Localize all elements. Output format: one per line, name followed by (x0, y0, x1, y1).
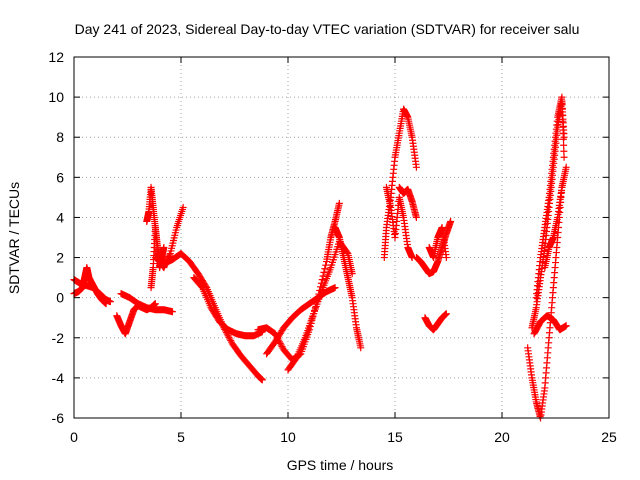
data-point (558, 105, 566, 113)
y-tick-label: -4 (52, 370, 65, 386)
x-tick-label: 20 (494, 429, 510, 445)
data-point (322, 261, 330, 269)
data-point (160, 244, 168, 252)
data-point (558, 93, 566, 101)
data-point (559, 123, 567, 131)
data-point (331, 284, 339, 292)
x-tick-label: 25 (601, 429, 617, 445)
data-point (562, 322, 570, 330)
x-axis-label: GPS time / hours (287, 457, 394, 473)
y-tick-label: 4 (56, 209, 64, 225)
data-point (168, 308, 176, 316)
data-point (226, 335, 234, 343)
y-tick-label: 10 (48, 89, 64, 105)
x-tick-label: 10 (280, 429, 296, 445)
series-arc-15 (395, 183, 420, 221)
data-series (70, 93, 570, 422)
data-point (321, 265, 329, 273)
series-arc-4 (117, 290, 176, 316)
data-point (198, 283, 206, 291)
x-tick-label: 0 (70, 429, 78, 445)
series-arc-18 (425, 223, 450, 262)
data-point (447, 217, 455, 225)
chart-title: Day 241 of 2023, Sidereal Day-to-day VTE… (75, 21, 580, 37)
series-arc-7 (151, 250, 266, 384)
y-tick-label: -2 (52, 330, 65, 346)
data-point (225, 333, 233, 341)
data-point (335, 199, 343, 207)
y-tick-label: 8 (56, 129, 64, 145)
y-tick-label: 12 (48, 49, 64, 65)
series-arc-17 (421, 310, 450, 334)
data-point (412, 213, 420, 221)
series-arc-2 (70, 276, 114, 306)
data-point (227, 337, 235, 345)
x-axis-ticks: 0 5 10 15 20 25 (70, 57, 617, 445)
data-point (559, 135, 567, 143)
series-arc-16 (412, 217, 455, 278)
y-tick-label: -6 (52, 410, 65, 426)
plot-frame (73, 56, 610, 419)
data-point (179, 203, 187, 211)
data-point (106, 298, 114, 306)
data-point (560, 147, 568, 155)
y-axis-label: SDTVAR / TECUs (6, 182, 22, 294)
data-point (559, 117, 567, 125)
data-point (412, 163, 420, 171)
series-arc-13 (380, 105, 420, 262)
series-arc-10 (263, 284, 339, 358)
y-tick-label: 6 (56, 169, 64, 185)
x-tick-label: 5 (177, 429, 185, 445)
series-arc-11 (284, 238, 356, 374)
series-arc-12 (331, 223, 365, 352)
data-point (357, 344, 365, 352)
data-point (560, 153, 568, 161)
series-arc-9 (254, 199, 343, 364)
data-point (442, 254, 450, 262)
series-arc-23 (541, 163, 570, 272)
data-point (558, 99, 566, 107)
series-arc-22 (530, 312, 570, 338)
data-point (562, 163, 570, 171)
series-arc-21 (532, 93, 568, 302)
series-arc-8 (190, 274, 266, 340)
data-point (292, 355, 300, 363)
y-tick-label: 2 (56, 250, 64, 266)
data-point (277, 341, 285, 349)
data-point (276, 339, 284, 347)
x-tick-label: 15 (387, 429, 403, 445)
y-tick-label: 0 (56, 290, 64, 306)
data-point (224, 332, 232, 340)
data-point (442, 310, 450, 318)
data-point (278, 343, 286, 351)
data-point (151, 300, 159, 308)
data-point (258, 376, 266, 384)
y-axis-ticks: -6 -4 -2 0 2 4 6 8 10 12 (48, 49, 609, 426)
data-point (560, 141, 568, 149)
data-point (559, 129, 567, 137)
data-point (559, 111, 567, 119)
series-arc-14 (382, 183, 416, 262)
data-point (343, 248, 351, 256)
